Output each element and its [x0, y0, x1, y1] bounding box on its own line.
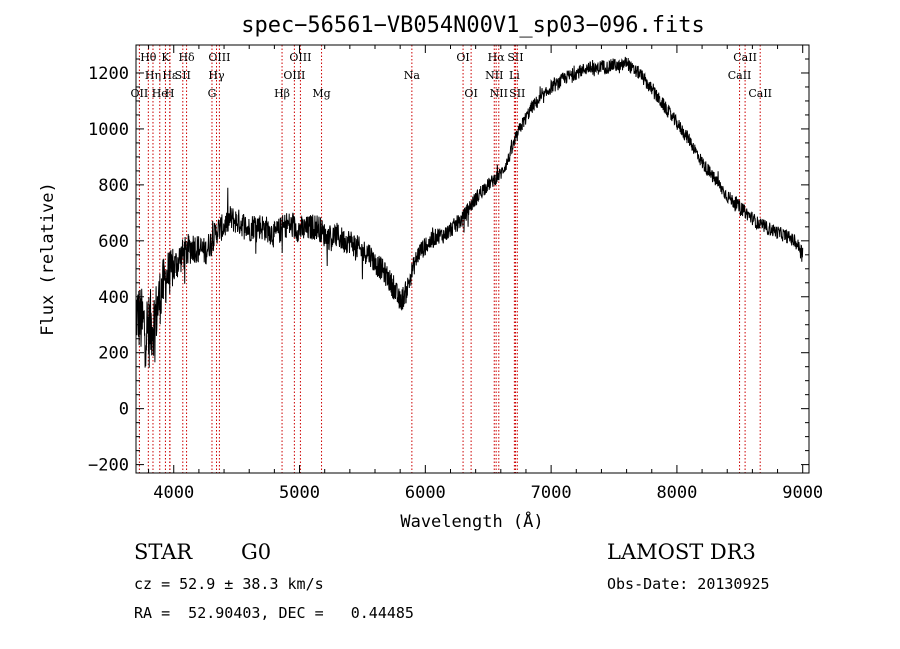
line-label: OIII — [289, 51, 311, 64]
x-tick-label: 6000 — [405, 483, 446, 503]
line-label: CaII — [748, 87, 772, 100]
line-label: NII — [490, 87, 508, 100]
line-label: Hα — [488, 51, 506, 64]
line-label: G — [208, 87, 217, 100]
line-label: H — [165, 87, 175, 100]
x-axis-label: Wavelength (Å) — [400, 510, 543, 532]
line-label: Hη — [145, 69, 161, 82]
x-tick-label: 5000 — [279, 483, 320, 503]
y-axis-ticks: −200 0 200 400 600 800 1000 1200 — [88, 44, 809, 476]
line-label: CaII — [733, 51, 757, 64]
line-label: K — [161, 51, 170, 64]
redshift-text: cz = 52.9 ± 38.3 km/s — [134, 575, 324, 593]
line-label: SII — [507, 51, 523, 64]
survey-name: LAMOST DR3 — [607, 540, 756, 564]
line-label: OIII — [283, 69, 305, 82]
line-label: OI — [456, 51, 469, 64]
chart-title: spec−56561−VB054N00V1_sp03−096.fits — [241, 13, 705, 38]
y-axis-label: Flux (relative) — [38, 182, 58, 336]
obs-date: Obs-Date: 20130925 — [607, 575, 770, 593]
line-label: Hβ — [274, 87, 290, 100]
y-tick-label: −200 — [88, 456, 129, 476]
x-tick-label: 4000 — [153, 483, 194, 503]
line-label: OI — [464, 87, 477, 100]
line-label: Hδ — [178, 51, 195, 64]
flux-series — [135, 56, 804, 368]
y-tick-label: 1000 — [88, 120, 129, 140]
line-label: OII — [131, 87, 149, 100]
line-label: SII — [509, 87, 525, 100]
x-tick-label: 9000 — [782, 483, 823, 503]
line-label: Hγ — [208, 69, 225, 82]
line-label: Li — [509, 69, 520, 82]
line-label: Mg — [312, 87, 330, 100]
y-tick-label: 400 — [98, 288, 129, 308]
y-tick-label: 800 — [98, 176, 129, 196]
flux-line — [135, 56, 804, 368]
x-tick-label: 8000 — [656, 483, 697, 503]
line-label: SII — [175, 69, 191, 82]
coordinates: RA = 52.90403, DEC = 0.44485 — [134, 604, 414, 622]
x-tick-label: 7000 — [531, 483, 572, 503]
y-tick-label: 0 — [119, 400, 129, 420]
line-label: OIII — [208, 51, 230, 64]
y-tick-label: 1200 — [88, 64, 129, 84]
line-label: Hθ — [140, 51, 157, 64]
line-label: Hε — [162, 69, 178, 82]
line-label: Na — [404, 69, 421, 82]
line-label: NII — [485, 69, 503, 82]
plot-frame — [135, 44, 810, 474]
line-label: He — [152, 87, 168, 100]
line-label: CaII — [728, 69, 752, 82]
y-tick-label: 200 — [98, 344, 129, 364]
object-subclass: G0 — [241, 540, 272, 564]
x-axis-ticks: 4000 5000 6000 7000 8000 9000 — [148, 45, 823, 503]
y-tick-label: 600 — [98, 232, 129, 252]
object-class: STAR — [134, 540, 193, 564]
